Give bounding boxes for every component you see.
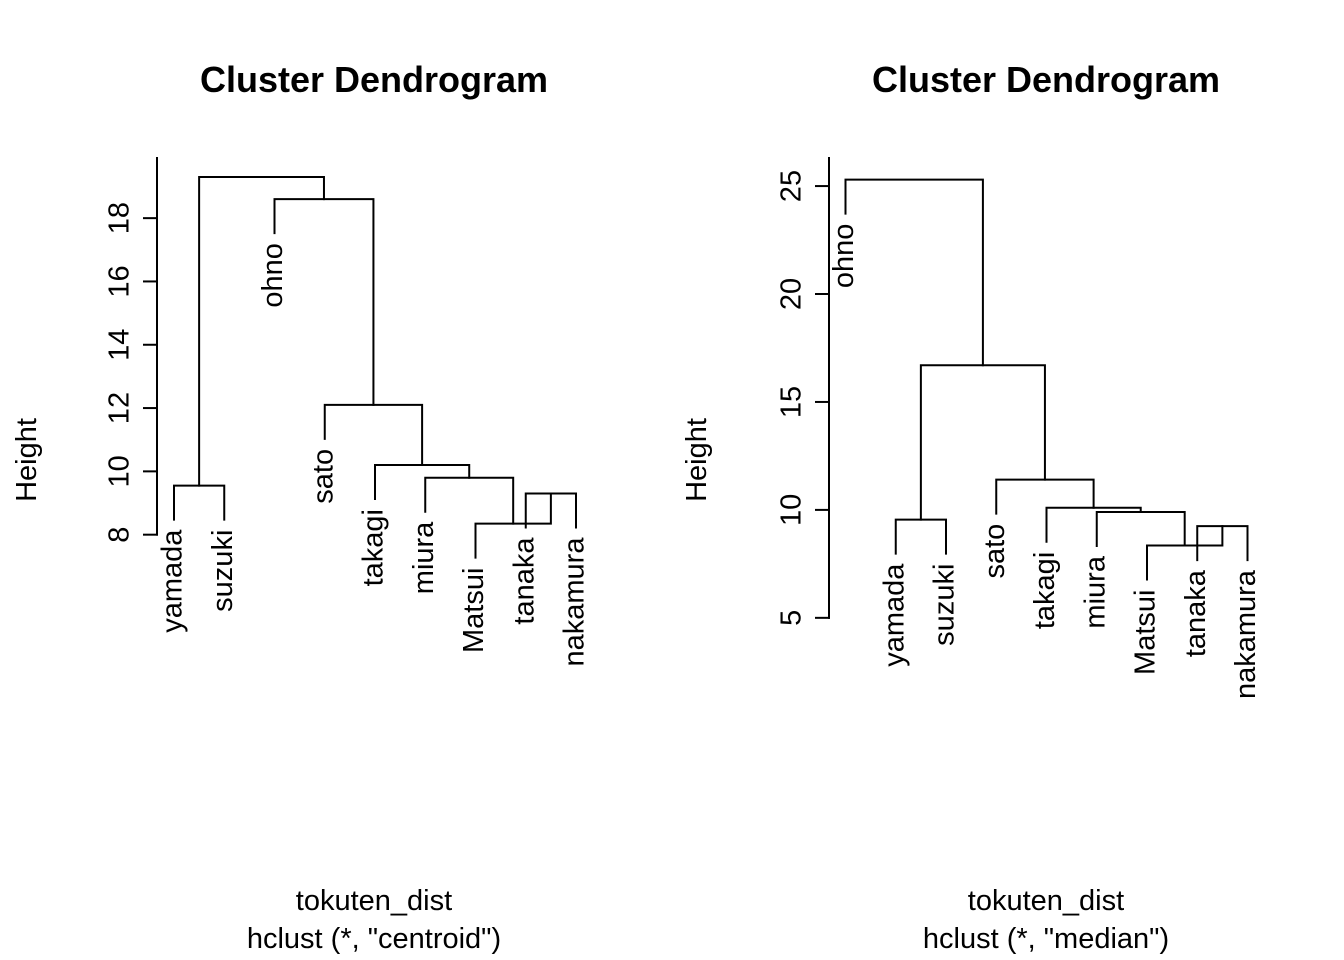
y-tick-label: 20 xyxy=(776,278,808,310)
dendrogram-branch xyxy=(424,476,515,525)
chart-subtitle: hclust (*, "centroid") xyxy=(247,923,501,955)
y-tick-label: 8 xyxy=(104,527,136,543)
dendrogram-branch xyxy=(844,178,984,367)
chart-title: Cluster Dendrogram xyxy=(872,59,1220,100)
leaf-label: suzuki xyxy=(207,530,239,612)
y-axis: 8 10 12 14 16 18 xyxy=(104,157,158,543)
dendrogram-branch xyxy=(198,175,325,487)
y-tick-label: 14 xyxy=(104,329,136,361)
dendrogram-branches xyxy=(173,175,577,559)
chart-subtitle: hclust (*, "median") xyxy=(923,923,1169,955)
dendrogram-branch xyxy=(1095,511,1186,548)
leaf-label: nakamura xyxy=(559,537,591,667)
x-axis-label: tokuten_dist xyxy=(968,885,1124,917)
leaf-label: yamada xyxy=(878,563,910,667)
leaf-label: sato xyxy=(979,524,1011,579)
x-axis-label: tokuten_dist xyxy=(296,885,452,917)
y-tick-label: 10 xyxy=(776,494,808,526)
leaf-label: ohno xyxy=(257,243,289,308)
dendrogram-branch xyxy=(374,464,471,501)
dendrogram-median: Cluster Dendrogram tokuten_dist hclust (… xyxy=(681,59,1262,955)
y-axis-label: Height xyxy=(11,418,43,502)
y-axis-label: Height xyxy=(681,418,713,502)
leaf-label: miura xyxy=(1079,555,1111,628)
y-axis: 5 10 15 20 25 xyxy=(776,157,830,626)
chart-title: Cluster Dendrogram xyxy=(200,59,548,100)
y-tick-label: 16 xyxy=(104,265,136,297)
y-tick-label: 12 xyxy=(104,392,136,424)
leaf-label: tanaka xyxy=(1180,569,1212,657)
y-tick-label: 5 xyxy=(776,610,808,626)
leaf-label: sato xyxy=(307,449,339,504)
y-tick-label: 25 xyxy=(776,170,808,202)
leaf-labels: ohno yamada suzuki sato takagi miura Matsui tan… xyxy=(828,224,1262,699)
dendrogram-branches xyxy=(844,178,1249,581)
y-tick-label: 18 xyxy=(104,202,136,234)
y-tick-label: 10 xyxy=(104,455,136,487)
leaf-label: tanaka xyxy=(508,537,540,625)
leaf-labels: yamada suzuki ohno sato takagi miura Matsui tan… xyxy=(157,243,591,666)
leaf-label: takagi xyxy=(358,509,390,586)
leaf-label: Matsui xyxy=(1130,590,1162,675)
dendrogram-branch xyxy=(173,484,226,521)
dendrogram-centroid: Cluster Dendrogram tokuten_dist hclust (… xyxy=(11,59,591,955)
leaf-label: Matsui xyxy=(458,568,490,653)
leaf-label: nakamura xyxy=(1230,569,1262,699)
leaf-label: ohno xyxy=(828,224,860,289)
dendrogram-branch xyxy=(919,364,1046,521)
leaf-label: miura xyxy=(408,521,440,594)
dendrogram-branch xyxy=(273,198,375,406)
leaf-label: takagi xyxy=(1029,552,1061,629)
y-tick-label: 15 xyxy=(776,386,808,418)
leaf-label: suzuki xyxy=(929,564,961,646)
dendrogram-branch xyxy=(894,518,947,555)
leaf-label: yamada xyxy=(157,529,189,633)
